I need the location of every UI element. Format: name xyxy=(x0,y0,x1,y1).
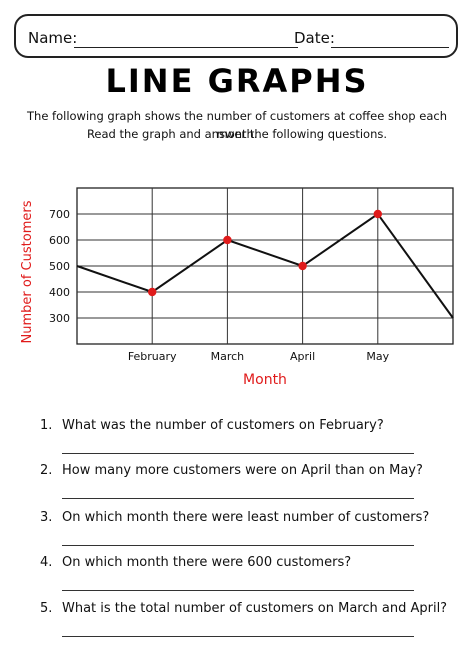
question-number: 5. xyxy=(40,601,53,616)
question-number: 2. xyxy=(40,463,53,478)
intro-line-1: The following graph shows the number of … xyxy=(27,109,447,141)
answer-line[interactable] xyxy=(62,453,414,454)
question-2: 2. How many more customers were on April … xyxy=(40,463,423,478)
date-field[interactable] xyxy=(331,47,449,48)
data-point xyxy=(148,287,157,297)
question-text: What was the number of customers on Febr… xyxy=(62,418,384,433)
question-4: 4. On which month there were 600 customer… xyxy=(40,555,351,570)
x-tick-label: May xyxy=(366,350,389,363)
question-text: On which month there were least number o… xyxy=(62,510,430,525)
series-line xyxy=(76,212,454,319)
question-text: How many more customers were on April th… xyxy=(62,463,423,478)
name-label: Name: xyxy=(28,29,78,47)
name-field[interactable] xyxy=(74,47,298,48)
y-tick-label: 300 xyxy=(49,312,70,325)
y-tick-label: 500 xyxy=(49,260,70,273)
y-tick-label: 400 xyxy=(49,286,70,299)
question-1: 1. What was the number of customers on Fe… xyxy=(40,418,384,433)
question-number: 1. xyxy=(40,418,53,433)
question-text: What is the total number of customers on… xyxy=(62,601,448,616)
question-number: 3. xyxy=(40,510,53,525)
answer-line[interactable] xyxy=(62,498,414,499)
question-3: 3. On which month there were least number… xyxy=(40,510,429,525)
x-tick-label: March xyxy=(211,350,245,363)
answer-line[interactable] xyxy=(62,590,414,591)
date-label: Date: xyxy=(294,29,335,47)
name-date-box: Name: Date: xyxy=(14,14,458,58)
data-point xyxy=(298,261,307,271)
data-point xyxy=(373,209,382,219)
question-text: On which month there were 600 customers? xyxy=(62,555,352,570)
intro-line-2: Read the graph and answer the following … xyxy=(86,127,388,141)
data-point xyxy=(223,235,232,245)
answer-line[interactable] xyxy=(62,636,414,637)
y-axis-label: Number of Customers xyxy=(20,200,35,343)
y-tick-label: 600 xyxy=(49,234,70,247)
page-title: LINE GRAPHS xyxy=(105,62,369,100)
question-number: 4. xyxy=(40,555,53,570)
question-5: 5. What is the total number of customers … xyxy=(40,601,447,616)
x-tick-label: February xyxy=(128,350,177,363)
answer-line[interactable] xyxy=(62,545,414,546)
x-tick-label: April xyxy=(290,350,315,363)
y-tick-label: 700 xyxy=(49,208,70,221)
x-axis-label: Month xyxy=(243,372,287,388)
line-chart: 300 400 500 600 700 February March April May Mont… xyxy=(20,187,454,388)
